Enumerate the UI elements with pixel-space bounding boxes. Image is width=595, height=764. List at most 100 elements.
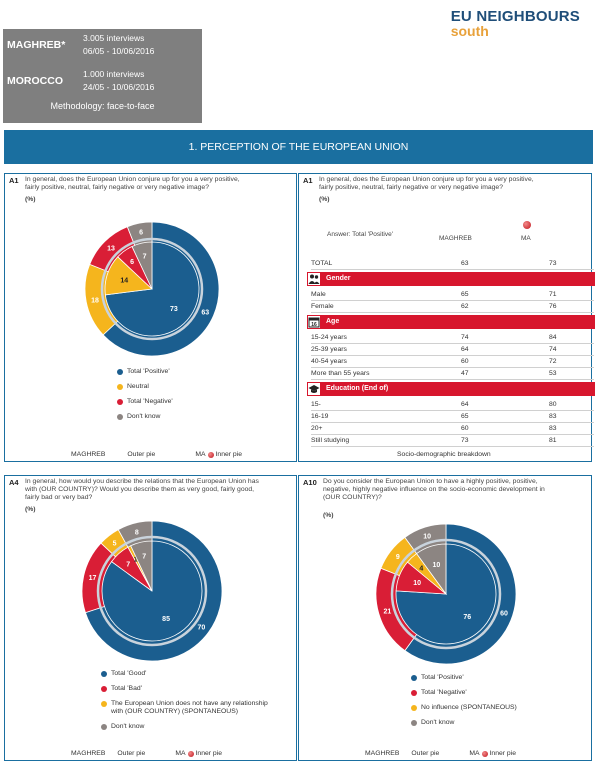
svg-text:16: 16 [311,322,317,328]
footer-outer-pie: Outer pie [411,750,440,757]
value-maghreb: 64 [461,401,469,408]
pie-label-outer: 18 [91,297,99,304]
percent-label: (%) [25,506,36,513]
question-line: In general, how would you describe the r… [25,478,259,485]
footer-inner-pie: Inner pie [215,451,242,458]
question-code: A10 [303,478,317,487]
question-line: fairly positive, neutral, fairly negativ… [25,184,209,191]
legend-item: Total 'Bad' [101,685,268,693]
pie-label-inner: 4 [419,565,423,572]
legend-swatch [411,675,417,681]
legend-swatch [101,671,107,677]
value-ma: 74 [549,346,557,353]
brand-logo: EU NEIGHBOURS south [451,8,580,39]
answer-label: Answer: Total 'Positive' [327,231,393,238]
question-text: In general, how would you describe the r… [25,478,259,502]
footer-maghreb: MAGHREB [71,750,106,757]
table-section-header: 16 Age [307,315,595,329]
value-ma: 81 [549,437,557,444]
value-ma: 73 [549,260,557,267]
survey-info-box: MAGHREB* 3.005 interviews 06/05 - 10/06/… [3,29,202,123]
table-section-header: Education (End of) [307,382,595,396]
legend-a4: Total 'Good' Total 'Bad' The European Un… [101,670,268,738]
table-footer: Socio-demographic breakdown [397,451,491,458]
legend-swatch [101,701,107,707]
question-line: (OUR COUNTRY)? [323,494,382,501]
value-maghreb: 65 [461,413,469,420]
pie-label-outer: 6 [139,230,143,237]
legend-label: Neutral [127,383,149,390]
pie-label-outer: 13 [107,245,115,252]
table-row: TOTAL 63 73 [311,258,594,270]
legend-label: Total 'Bad' [111,685,142,692]
legend-swatch [411,720,417,726]
pie-label-inner: 7 [126,561,130,568]
pie-label-outer: 5 [113,540,117,547]
morocco-flag-icon [523,221,531,229]
value-ma: 76 [549,303,557,310]
question-code: A4 [9,478,19,487]
panel-a1-pie: A1 In general, does the European Union c… [4,173,297,462]
legend-label: Don't know [111,723,145,730]
panel-a1-table: A1 In general, does the European Union c… [298,173,595,462]
legend-label: with (OUR COUNTRY) (SPONTANEOUS) [111,708,239,715]
footer-ma: MA [195,451,206,458]
legend-label: Total 'Positive' [127,368,170,375]
section-title-bar: 1. PERCEPTION OF THE EUROPEAN UNION [4,130,593,164]
pie-label-inner: 10 [413,580,421,587]
value-ma: 84 [549,334,557,341]
value-ma: 71 [549,291,557,298]
legend-item: Don't know [117,413,173,421]
footer-inner-pie: Inner pie [195,750,222,757]
methodology-note: Methodology: face-to-face [50,101,155,111]
legend-swatch [117,414,123,420]
legend-swatch [411,690,417,696]
morocco-flag-icon [207,451,214,458]
legend-swatch [101,686,107,692]
calendar-icon: 16 [307,315,321,329]
chart-footer: MAGHREB Outer pie MA Inner pie [71,451,242,458]
value-maghreb: 63 [461,260,469,267]
table-row: 20+ 60 83 [311,423,594,435]
maghreb-dates: 06/05 - 10/06/2016 [83,46,155,56]
legend-label: Total 'Good' [111,670,147,677]
pie-label-outer: 17 [89,575,97,582]
legend-item: Total 'Negative' [117,398,173,406]
legend-item: No influence (SPONTANEOUS) [411,704,517,712]
table-row: 15- 64 80 [311,399,594,411]
value-maghreb: 47 [461,370,469,377]
legend-a10: Total 'Positive' Total 'Negative' No inf… [411,674,517,734]
row-label: TOTAL [311,260,333,267]
footer-outer-pie: Outer pie [117,750,146,757]
footer-ma: MA [175,750,186,757]
donut-chart-a10: 60 21 9 10 76 10 4 10 [375,523,517,665]
value-ma: 83 [549,413,557,420]
table-row: 40-54 years 60 72 [311,356,594,368]
question-line: Do you consider the European Union to ha… [323,478,538,485]
row-label: Still studying [311,437,350,444]
row-label: 16-19 [311,413,329,420]
row-label: 20+ [311,425,323,432]
row-label: 15- [311,401,321,408]
legend-item: Total 'Negative' [411,689,517,697]
table-row: 16-19 65 83 [311,411,594,423]
pie-label-inner: 7 [143,253,147,260]
value-maghreb: 60 [461,425,469,432]
pie-separator-ring [390,538,502,650]
question-text: Do you consider the European Union to ha… [323,478,545,502]
question-line: fairly bad or very bad? [25,494,93,501]
legend-a1: Total 'Positive' Neutral Total 'Negative… [117,368,173,428]
morocco-flag-icon [187,750,194,757]
chart-footer: MAGHREB Outer pie MA Inner pie [365,750,516,757]
maghreb-interviews: 3.005 interviews [83,33,145,43]
pie-label-inner: 85 [162,616,170,623]
legend-swatch [411,705,417,711]
chart-footer: MAGHREB Outer pie MA Inner pie [71,750,222,757]
panel-a4-pie: A4 In general, how would you describe th… [4,475,297,761]
section-label: Gender [326,275,351,282]
row-label: 25-39 years [311,346,347,353]
section-title: 1. PERCEPTION OF THE EUROPEAN UNION [188,141,409,153]
table-row: More than 55 years 47 53 [311,368,594,380]
legend-item: Total 'Positive' [117,368,173,376]
pie-label-outer: 8 [135,529,139,536]
